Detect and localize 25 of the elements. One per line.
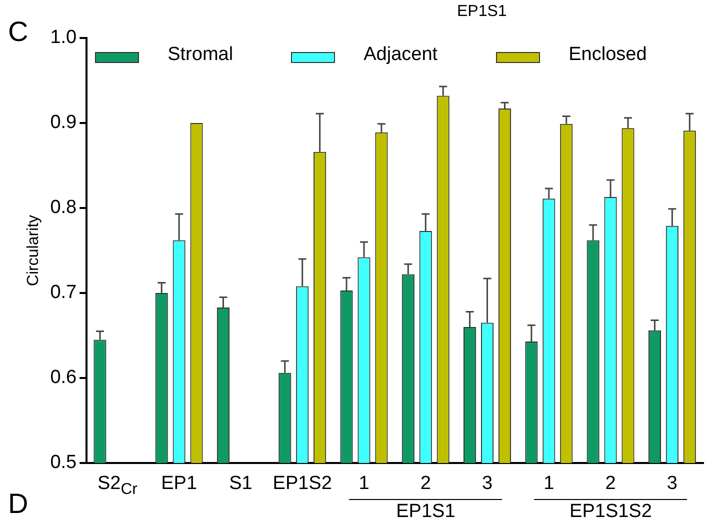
x-tick-label: EP1S2 [272,473,332,495]
y-axis-title: Circularity [25,214,42,286]
y-tick-label: 0.6 [50,367,77,388]
y-tick-label: 0.9 [50,112,77,134]
x-tick-label: 3 [666,473,678,495]
x-tick-label: S2$_{Cr}$ [97,473,138,499]
legend-label: Enclosed [568,44,647,66]
x-tick-label: 2 [605,473,616,495]
x-tick-label: EP1 [161,473,198,495]
chart-title: EP1S1 [457,3,507,21]
x-tick-label: 2 [420,473,431,495]
y-tick-label: 0.8 [50,197,77,218]
x-tick-label: 3 [482,473,493,495]
text: EP1S1S2 [570,501,652,520]
legend-label: Stromal [168,44,234,66]
legend-label: Adjacent [364,44,438,66]
x-tick-label: S1 [229,473,252,495]
y-tick-label: 1.0 [50,27,77,48]
y-tick-label: 0.7 [50,282,77,304]
x-tick-label: 1 [544,473,554,495]
text: EP1S1 [396,501,456,520]
x-tick-label: 1 [358,473,370,495]
text: D [8,488,28,519]
text: C [8,16,28,48]
y-tick-label: 0.5 [50,452,77,474]
